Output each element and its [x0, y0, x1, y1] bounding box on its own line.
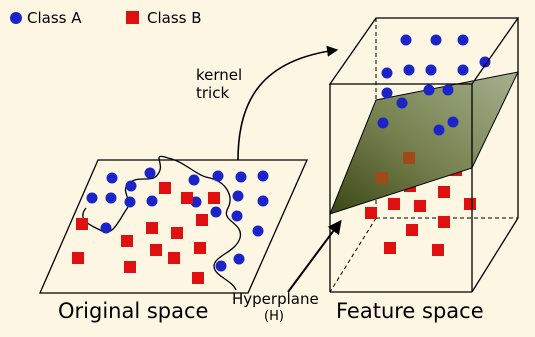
- class-a-point: [100, 222, 112, 234]
- feature-class-a-points: [377, 34, 491, 136]
- class-a-point: [396, 97, 408, 109]
- class-b-point: [365, 207, 377, 219]
- class-b-point: [121, 235, 133, 247]
- class-b-point: [171, 227, 183, 239]
- class-b-point: [438, 186, 450, 198]
- box-visible-edges: [328, 17, 520, 293]
- kernel-arrow-curve: [237, 45, 339, 161]
- class-b-point: [438, 216, 450, 228]
- class-b-point: [196, 214, 208, 226]
- class-a-point: [257, 195, 269, 207]
- class-a-point: [442, 84, 454, 96]
- hyperplane: [329, 71, 519, 215]
- class-a-point: [252, 225, 264, 237]
- class-a-point: [425, 64, 437, 76]
- legend-class-b-marker: [126, 11, 139, 24]
- class-a-point: [190, 196, 202, 208]
- class-b-point: [181, 192, 193, 204]
- hyperplane-arrow: [287, 219, 342, 293]
- class-a-point: [457, 34, 469, 46]
- class-a-point: [124, 196, 136, 208]
- class-b-point: [208, 192, 220, 204]
- class-a-point: [433, 124, 445, 136]
- original-space: [39, 155, 308, 294]
- hyperplane-pointer: Hyperplane (H): [232, 219, 342, 324]
- class-b-point: [124, 261, 136, 273]
- class-b-point-behind-plane: [403, 152, 415, 164]
- class-b-point: [192, 272, 204, 284]
- class-a-point: [381, 87, 393, 99]
- legend-class-a-marker: [10, 12, 22, 24]
- class-a-point: [86, 192, 98, 204]
- class-b-point: [146, 222, 158, 234]
- class-a-point: [232, 190, 244, 202]
- class-a-point: [106, 172, 118, 184]
- kernel-trick-arrow: kernel trick: [196, 45, 339, 161]
- class-b-point: [432, 244, 444, 256]
- class-b-point-behind-plane: [376, 172, 388, 184]
- class-a-point: [423, 84, 435, 96]
- legend: Class A Class B: [10, 9, 202, 27]
- class-a-point: [479, 56, 491, 68]
- class-a-point: [231, 210, 243, 222]
- class-b-point: [406, 224, 418, 236]
- decision-boundary-curve: [82, 155, 241, 291]
- class-a-point: [447, 116, 459, 128]
- class-a-point: [430, 34, 442, 46]
- class-a-point: [210, 206, 222, 218]
- class-b-point: [159, 182, 171, 194]
- class-b-point: [384, 242, 396, 254]
- class-a-point: [257, 170, 269, 182]
- class-a-point: [457, 64, 469, 76]
- class-b-point: [76, 218, 88, 230]
- class-b-point: [194, 242, 206, 254]
- class-a-point: [188, 174, 200, 186]
- class-a-point: [212, 170, 224, 182]
- class-a-point: [215, 260, 227, 272]
- original-class-b-points: [72, 182, 220, 284]
- class-b-point: [168, 252, 180, 264]
- hyperplane-label-line2: (H): [264, 309, 284, 324]
- class-a-point: [403, 64, 415, 76]
- class-b-point: [388, 198, 400, 210]
- class-a-point: [233, 253, 245, 265]
- kernel-label-line2: trick: [196, 84, 229, 102]
- feature-class-b-shadowed-points: [376, 152, 415, 184]
- class-a-point: [125, 180, 137, 192]
- class-a-point: [235, 171, 247, 183]
- legend-class-a-label: Class A: [27, 9, 82, 27]
- class-b-point: [414, 200, 426, 212]
- kernel-label-line1: kernel: [196, 66, 242, 84]
- original-space-caption: Original space: [58, 299, 208, 323]
- class-a-point: [105, 192, 117, 204]
- feature-space-caption: Feature space: [336, 299, 484, 323]
- class-b-point: [464, 198, 476, 210]
- class-b-point: [72, 252, 84, 264]
- class-a-point: [146, 195, 158, 207]
- class-a-point: [377, 117, 389, 129]
- class-a-point: [381, 67, 393, 79]
- feature-space: [328, 17, 520, 293]
- class-b-point: [150, 244, 162, 256]
- hyperplane-label-line1: Hyperplane: [232, 290, 319, 308]
- class-a-point: [144, 167, 156, 179]
- legend-class-b-label: Class B: [147, 9, 202, 27]
- class-a-point: [400, 34, 412, 46]
- original-class-a-points: [86, 167, 269, 272]
